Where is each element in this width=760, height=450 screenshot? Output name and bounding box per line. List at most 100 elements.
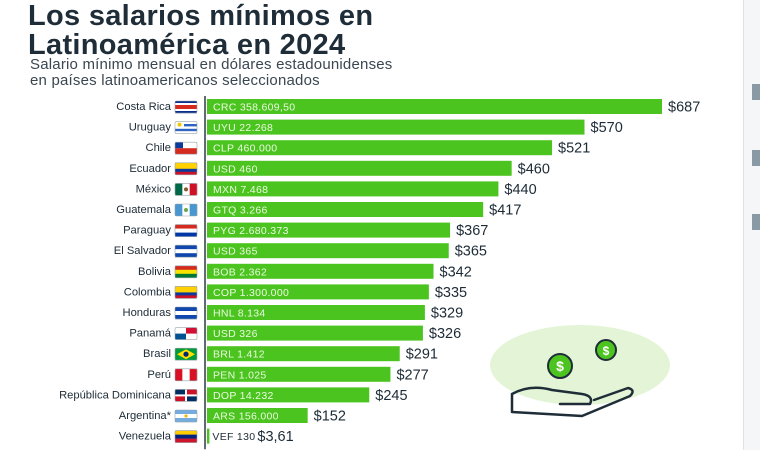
flag-bolivia-icon: [174, 265, 198, 279]
value-label-costa-rica: $687: [668, 100, 700, 116]
local-currency-label-honduras: HNL 8.134: [213, 308, 266, 320]
flag-guatemala-icon: [174, 203, 198, 217]
bar-brasil: [207, 346, 400, 362]
bar-venezuela: [207, 428, 210, 444]
open-hand-icon: [510, 386, 634, 418]
chart-subtitle-line-2: en países latinoamericanos seleccionados: [30, 72, 320, 89]
flag-chile-icon: [174, 141, 198, 155]
dollar-sign-glyph: $: [556, 358, 564, 374]
value-label-venezuela: $3,61: [257, 429, 293, 445]
value-label-ecuador: $460: [518, 161, 550, 177]
value-label-el-salvador: $365: [455, 244, 487, 260]
bar-peru: [207, 366, 391, 382]
local-currency-label-guatemala: GTQ 3.266: [213, 205, 268, 217]
flag-el-salvador-icon: [174, 244, 198, 258]
local-currency-label-argentina: ARS 156.000: [213, 411, 279, 423]
flag-venezuela-icon: [174, 430, 198, 443]
local-currency-label-peru: PEN 1.025: [213, 369, 266, 381]
flag-brasil-icon: [174, 347, 198, 361]
category-label-bolivia: Bolivia: [138, 266, 172, 278]
local-currency-label-el-salvador: USD 365: [213, 246, 258, 258]
local-currency-label-bolivia: BOB 2.362: [213, 266, 267, 278]
category-label-guatemala: Guatemala: [116, 204, 172, 216]
bar-panama: [207, 325, 423, 341]
local-currency-label-chile: CLP 460.000: [213, 143, 277, 155]
hand-coins-illustration: $ $: [490, 325, 670, 418]
side-strip-marker: [752, 84, 760, 100]
value-label-mexico: $440: [504, 182, 536, 198]
value-label-panama: $326: [429, 326, 461, 342]
category-label-venezuela: Venezuela: [119, 431, 172, 443]
category-label-mexico: México: [136, 183, 171, 195]
category-label-argentina: Argentina*: [119, 410, 172, 422]
value-label-bolivia: $342: [440, 264, 472, 280]
local-currency-label-venezuela: VEF 130: [212, 431, 255, 443]
flag-argentina-icon: [174, 409, 198, 423]
chart-subtitle: Salario mínimo mensual en dólares estado…: [30, 57, 393, 89]
flag-republica-dominicana-icon: [174, 389, 198, 402]
flag-honduras-icon: [174, 306, 198, 320]
local-currency-label-republica-dominicana: DOP 14.232: [213, 390, 274, 402]
bar-chile: [207, 140, 553, 156]
bar-paraguay: [207, 222, 451, 238]
category-label-peru: Perú: [147, 369, 171, 381]
category-label-chile: Chile: [146, 142, 172, 154]
chart-subtitle-line-1: Salario mínimo mensual en dólares estado…: [30, 56, 393, 73]
dollar-coin-icon: [547, 353, 573, 379]
value-label-chile: $521: [558, 141, 590, 157]
category-label-brasil: Brasil: [143, 348, 171, 360]
value-label-brasil: $291: [406, 347, 438, 363]
flag-costa-rica-icon: [174, 100, 198, 114]
chart-title: Los salarios mínimos en Latinoamérica en…: [28, 2, 373, 60]
chart-title-line-2: Latinoamérica en 2024: [28, 29, 346, 61]
dollar-sign-glyph-2: $: [603, 344, 610, 358]
category-label-uruguay: Uruguay: [129, 122, 172, 134]
category-label-honduras: Honduras: [122, 307, 171, 319]
category-label-ecuador: Ecuador: [129, 163, 171, 175]
flag-peru-icon: [174, 368, 198, 382]
category-label-colombia: Colombia: [124, 286, 172, 298]
side-strip-marker: [752, 214, 760, 230]
local-currency-label-panama: USD 326: [213, 328, 258, 340]
value-label-guatemala: $417: [489, 203, 521, 219]
category-label-costa-rica: Costa Rica: [116, 101, 171, 113]
bar-uruguay: [207, 119, 585, 135]
chart-title-line-1: Los salarios mínimos en: [28, 0, 374, 32]
value-label-colombia: $335: [435, 285, 467, 301]
value-label-paraguay: $367: [456, 223, 488, 239]
value-label-argentina: $152: [314, 409, 346, 425]
category-label-paraguay: Paraguay: [123, 225, 171, 237]
bar-costa-rica: [207, 99, 662, 114]
bar-chart: Costa Rica CRC 358.609,50 $687 Uruguay UYU 2…: [59, 96, 700, 450]
category-label-republica-dominicana: República Dominicana: [59, 389, 172, 401]
bar-el-salvador: [207, 243, 449, 259]
value-label-honduras: $329: [431, 306, 463, 322]
flag-uruguay-icon: [174, 121, 198, 134]
value-label-uruguay: $570: [591, 120, 623, 136]
flag-paraguay-icon: [174, 224, 198, 237]
bar-colombia: [207, 284, 429, 300]
flag-ecuador-icon: [174, 162, 198, 176]
flag-mexico-icon: [174, 183, 198, 196]
page-side-strip: [743, 0, 760, 450]
bar-mexico: [207, 181, 499, 197]
flag-panama-icon: [174, 327, 198, 340]
bar-honduras: [207, 305, 425, 320]
bar-bolivia: [207, 263, 434, 279]
illustration-background-shape: [490, 325, 670, 405]
local-currency-label-mexico: MXN 7.468: [213, 184, 268, 196]
dollar-coin-icon-2: [595, 339, 617, 361]
local-currency-label-colombia: COP 1.300.000: [213, 287, 289, 299]
flag-colombia-icon: [174, 286, 198, 299]
category-label-el-salvador: El Salvador: [114, 245, 171, 257]
local-currency-label-ecuador: USD 460: [213, 163, 258, 175]
value-label-peru: $277: [396, 367, 428, 383]
bar-argentina: [207, 408, 308, 423]
bar-guatemala: [207, 202, 484, 217]
local-currency-label-brasil: BRL 1.412: [213, 349, 265, 361]
category-label-panama: Panamá: [129, 328, 171, 340]
side-strip-marker: [752, 150, 760, 166]
value-label-republica-dominicana: $245: [375, 388, 407, 404]
bar-ecuador: [207, 160, 512, 176]
bar-republica-dominicana: [207, 387, 370, 403]
